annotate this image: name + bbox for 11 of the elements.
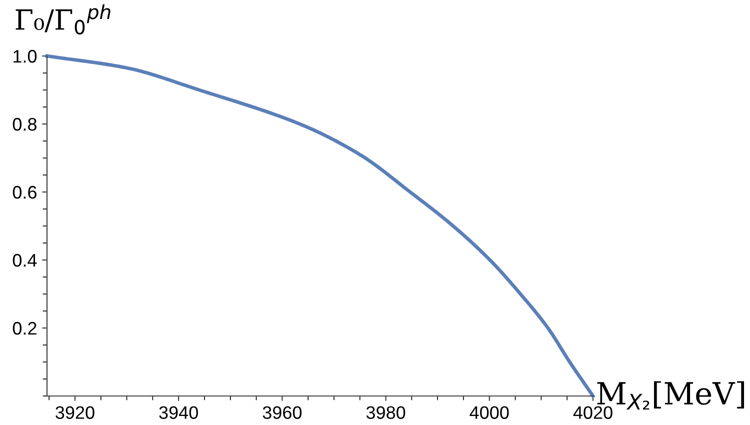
y-tick-label: 0.4 xyxy=(12,254,37,267)
x-tick-label: 3920 xyxy=(56,406,94,419)
x-tick-label: 3940 xyxy=(159,406,198,419)
y-tick-label: 0.2 xyxy=(12,322,36,335)
x-tick-label: 3980 xyxy=(366,406,406,419)
y-tick-label: 0.6 xyxy=(12,186,36,199)
x-tick-label: 4000 xyxy=(470,406,509,419)
y-tick-label: 1.0 xyxy=(14,50,37,63)
x-tick-label: 3960 xyxy=(262,406,302,419)
y-axis-title: Γ₀/Γ$_{0}$$^{ph}$ xyxy=(16,4,110,35)
y-tick-label: 0.8 xyxy=(12,118,36,131)
